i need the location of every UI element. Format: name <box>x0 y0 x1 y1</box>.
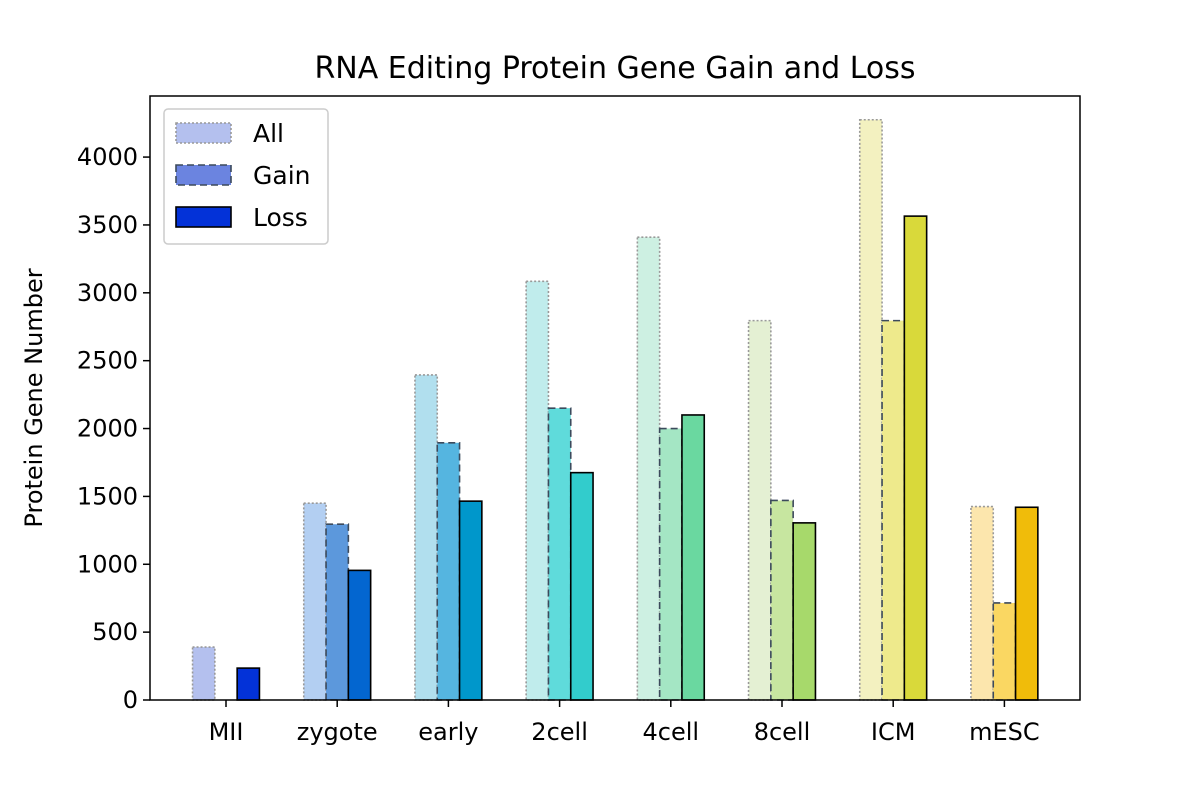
bar-loss-2cell <box>569 471 594 701</box>
bar-gain-8cell <box>770 499 794 701</box>
bar-gain-mesc <box>992 602 1017 701</box>
bar-gain-4cell <box>658 427 683 701</box>
bar-all-2cell <box>525 280 550 701</box>
x-tick-label: mESC <box>969 718 1040 746</box>
y-tick-label: 4000 <box>77 143 138 171</box>
y-tick-label: 1500 <box>77 482 138 510</box>
bar-all-8cell <box>747 319 772 701</box>
x-tick-label: MII <box>209 718 244 746</box>
y-axis-label: Protein Gene Number <box>20 268 48 527</box>
legend: All Gain Loss <box>163 108 329 245</box>
y-tick-label: 2500 <box>77 347 138 375</box>
y-tick-label: 3500 <box>77 211 138 239</box>
bar-gain-2cell <box>547 407 572 701</box>
bar-all-mii <box>191 646 216 701</box>
x-tick-label: zygote <box>297 718 378 746</box>
x-tick-label: ICM <box>871 718 916 746</box>
bar-loss-icm <box>903 215 928 701</box>
bar-loss-early <box>458 500 483 701</box>
legend-swatch-all <box>175 122 232 144</box>
legend-swatch-loss <box>175 206 232 228</box>
bar-all-4cell <box>636 236 661 701</box>
y-tick-label: 2000 <box>77 415 138 443</box>
y-tick-label: 3000 <box>77 279 138 307</box>
legend-label-gain: Gain <box>253 161 310 190</box>
bar-all-mesc <box>970 505 995 701</box>
bar-loss-mii <box>236 667 261 701</box>
bar-all-zygote <box>302 502 327 701</box>
x-tick-label: early <box>418 718 478 746</box>
legend-swatch-gain <box>175 164 232 186</box>
bar-loss-zygote <box>347 569 372 701</box>
y-tick-label: 0 <box>123 686 138 714</box>
y-axis-ticks: 0 500 1000 1500 2000 2500 3000 3500 4000 <box>77 143 150 714</box>
y-tick-label: 500 <box>92 618 138 646</box>
bar-loss-mesc <box>1014 506 1039 701</box>
legend-label-loss: Loss <box>253 203 308 232</box>
y-tick-label: 1000 <box>77 550 138 578</box>
x-tick-label: 2cell <box>531 718 588 746</box>
legend-label-all: All <box>253 119 284 148</box>
x-axis-ticks: MII zygote early 2cell 4cell 8cell ICM mESC <box>209 700 1040 746</box>
bar-loss-8cell <box>792 522 817 701</box>
plot-frame <box>149 95 1081 701</box>
bar-gain-early <box>436 441 461 701</box>
bars <box>191 118 1039 701</box>
bar-all-icm <box>858 118 883 701</box>
chart-title: RNA Editing Protein Gene Gain and Loss <box>314 51 915 86</box>
x-tick-label: 8cell <box>754 718 811 746</box>
x-tick-label: 4cell <box>643 718 700 746</box>
bar-gain-icm <box>881 319 906 701</box>
bar-all-early <box>414 374 439 701</box>
bar-loss-4cell <box>681 414 706 701</box>
bar-gain-zygote <box>325 523 350 701</box>
